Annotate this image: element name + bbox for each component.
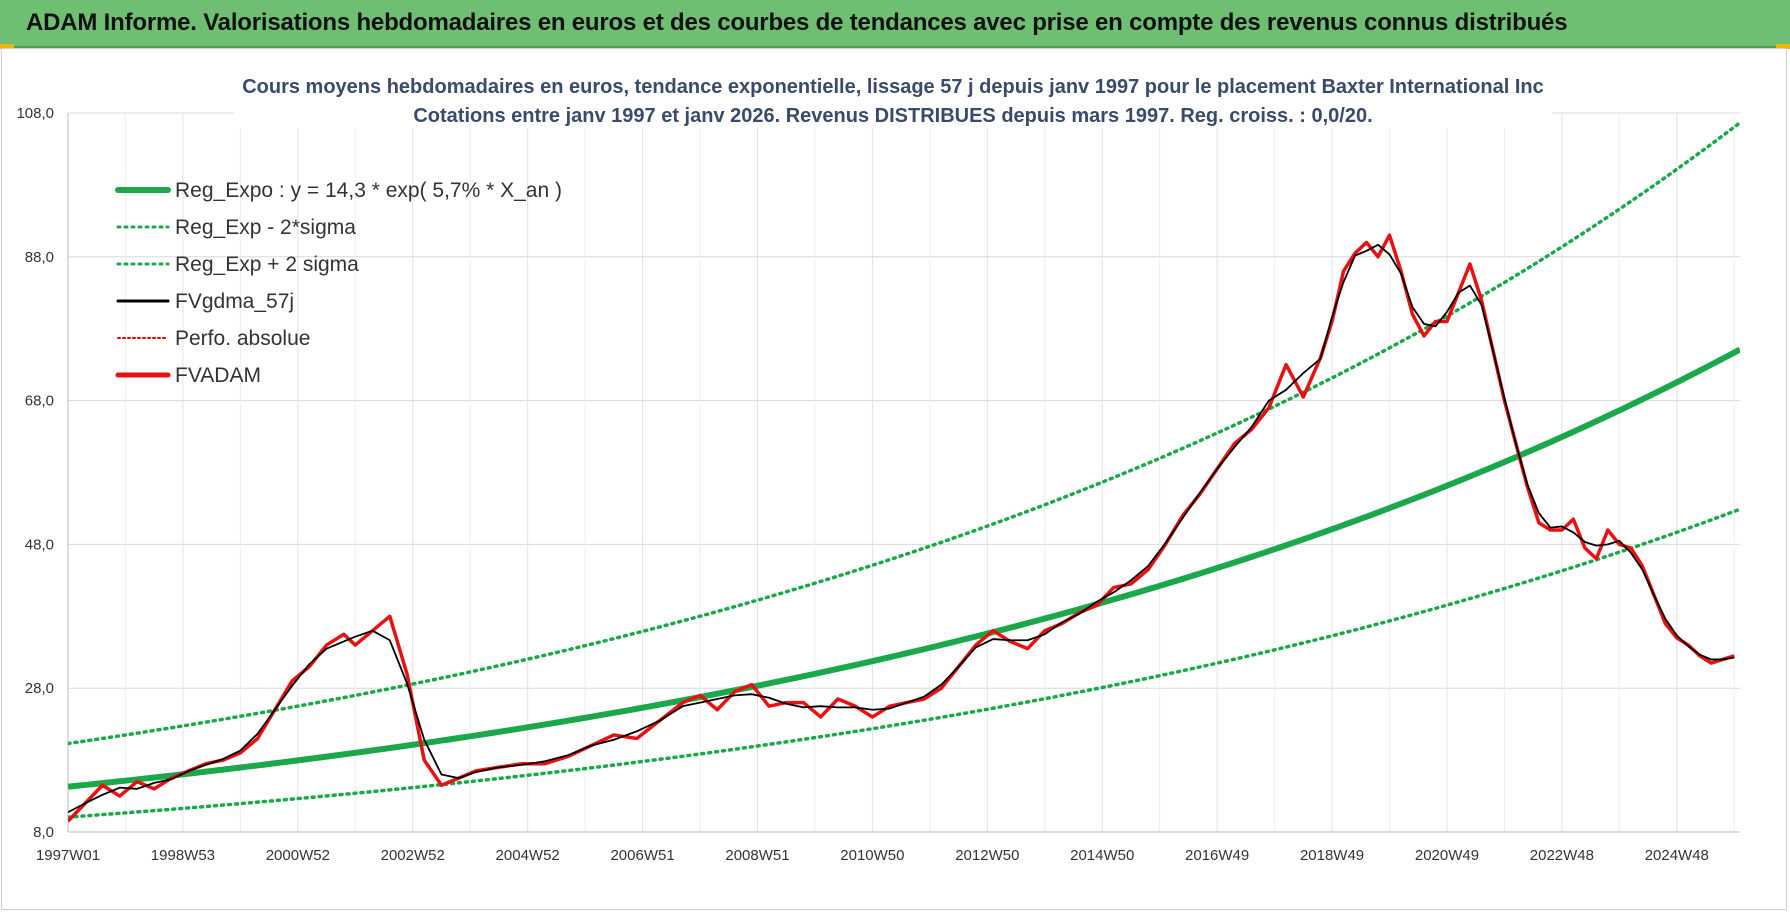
- series-reg-exp-plus-2sigma: [68, 120, 1740, 746]
- x-tick-label: 2014W50: [1070, 847, 1134, 864]
- series-fvadam: [68, 233, 1735, 823]
- x-tick-label: 2000W52: [266, 847, 330, 864]
- y-tick-label: 88,0: [25, 249, 54, 266]
- y-tick-label: 8,0: [33, 824, 54, 841]
- legend-label: Reg_Exp - 2*sigma: [175, 216, 356, 239]
- x-tick-label: 2010W50: [840, 847, 904, 864]
- banner-corner-left: [0, 44, 14, 49]
- legend-label: FVADAM: [175, 364, 261, 387]
- chart-frame: [1, 48, 1787, 910]
- x-tick-label: 2002W52: [381, 847, 445, 864]
- report-banner: ADAM Informe. Valorisations hebdomadaire…: [0, 0, 1790, 48]
- x-tick-label: 2020W49: [1415, 847, 1479, 864]
- x-tick-label: 2004W52: [496, 847, 560, 864]
- series-fvgdma-57j: [68, 243, 1735, 814]
- x-tick-label: 2008W51: [725, 847, 789, 864]
- y-tick-label: 108,0: [16, 105, 54, 122]
- x-tick-label: 2024W48: [1645, 847, 1709, 864]
- series-reg-exp-minus-2sigma: [68, 507, 1740, 819]
- chart-series: [68, 120, 1740, 823]
- title-backdrop: [234, 70, 1552, 128]
- report-banner-title: ADAM Informe. Valorisations hebdomadaire…: [26, 9, 1568, 36]
- legend-label: FVgdma_57j: [175, 290, 294, 313]
- x-tick-label: 1998W53: [151, 847, 215, 864]
- x-tick-label: 1997W01: [36, 847, 100, 864]
- y-tick-label: 28,0: [25, 680, 54, 697]
- x-tick-label: 2018W49: [1300, 847, 1364, 864]
- legend-label: Perfo. absolue: [175, 327, 310, 350]
- banner-corner-right: [1776, 44, 1790, 49]
- series-reg-expo: [68, 346, 1740, 790]
- chart-title-line2: Cotations entre janv 1997 et janv 2026. …: [413, 105, 1372, 127]
- x-tick-label: 2016W49: [1185, 847, 1249, 864]
- chart-legend: Reg_Expo : y = 14,3 * exp( 5,7% * X_an )…: [115, 179, 562, 387]
- legend-label: Reg_Exp + 2 sigma: [175, 253, 359, 276]
- x-tick-label: 2012W50: [955, 847, 1019, 864]
- y-tick-label: 48,0: [25, 536, 54, 553]
- x-tick-label: 2022W48: [1530, 847, 1594, 864]
- axis-ticks: 8,0 28,0 48,0 68,0 88,0 108,0 1997W01 1998W53 20…: [16, 105, 1708, 864]
- y-tick-label: 68,0: [25, 393, 54, 410]
- legend-label: Reg_Expo : y = 14,3 * exp( 5,7% * X_an ): [175, 179, 562, 202]
- x-tick-label: 2006W51: [610, 847, 674, 864]
- chart-title-line1: Cours moyens hebdomadaires en euros, ten…: [242, 76, 1544, 98]
